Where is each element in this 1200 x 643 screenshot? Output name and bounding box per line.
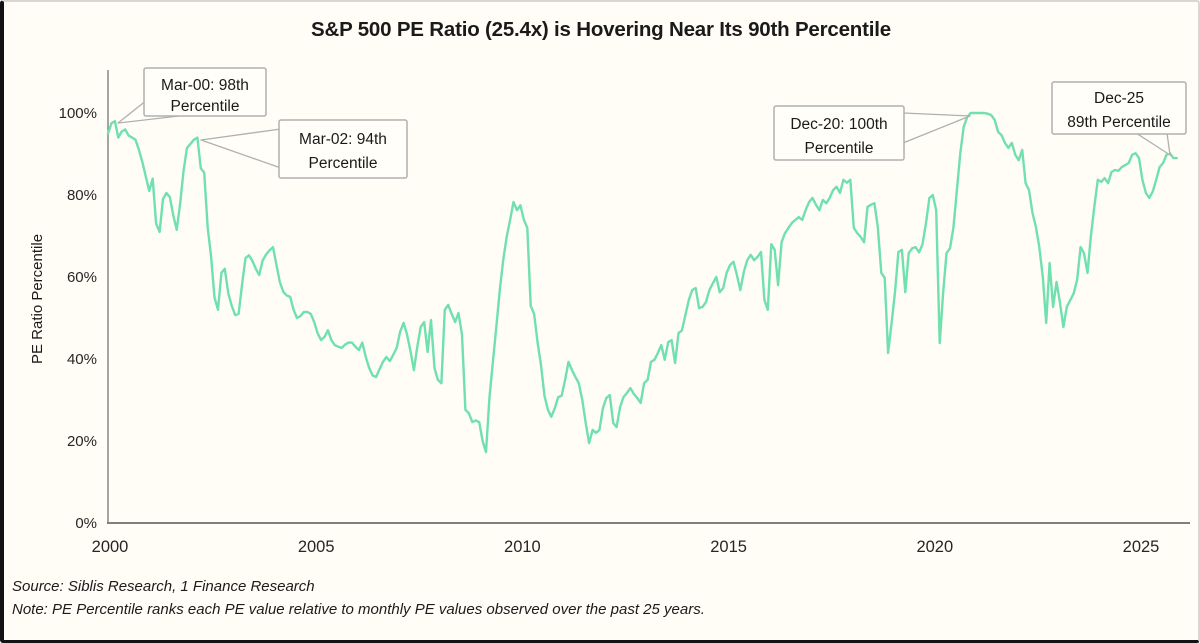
x-tick-label: 2025 (1123, 538, 1160, 556)
x-tick-label: 2010 (504, 538, 541, 556)
callout-box (278, 119, 408, 179)
callout-box (773, 105, 905, 161)
pe-percentile-line (106, 111, 1179, 454)
y-tick-label: 0% (75, 515, 97, 532)
callout-leader (902, 112, 971, 144)
callout-leader (1135, 132, 1171, 156)
x-tick-label: 2020 (916, 538, 953, 556)
pe-percentile-line-chart: 0% 20% 40% 60% 80% 100% 2000 2005 2010 2015 2020 20… (29, 67, 1190, 556)
y-tick-label: 100% (59, 105, 97, 122)
callout-text: Dec-25 (1094, 90, 1144, 107)
x-tick-label: 2000 (92, 538, 129, 556)
chart-title: S&P 500 PE Ratio (25.4x) is Hovering Nea… (311, 18, 891, 41)
y-tick-label: 20% (67, 433, 97, 450)
methodology-note: Note: PE Percentile ranks each PE value … (12, 601, 705, 618)
y-tick-label: 60% (67, 269, 97, 286)
x-tick-label: 2015 (710, 538, 747, 556)
callout-leader (200, 128, 282, 169)
callout-box (143, 67, 267, 117)
callout-box (1051, 81, 1187, 135)
callout-text: Percentile (171, 98, 240, 115)
y-tick-label: 80% (67, 187, 97, 204)
callout-text: Percentile (309, 155, 378, 172)
callout-text: Mar-00: 98th (161, 77, 249, 94)
y-axis-title: PE Ratio Percentile (29, 234, 46, 364)
x-tick-label: 2005 (298, 538, 335, 556)
callout-text: Dec-20: 100th (790, 116, 887, 133)
callout-text: 89th Percentile (1067, 114, 1170, 131)
source-note: Source: Siblis Research, 1 Finance Resea… (12, 578, 315, 595)
callout-text: Mar-02: 94th (299, 131, 387, 148)
y-tick-label: 40% (67, 351, 97, 368)
callout-text: Percentile (805, 140, 874, 157)
